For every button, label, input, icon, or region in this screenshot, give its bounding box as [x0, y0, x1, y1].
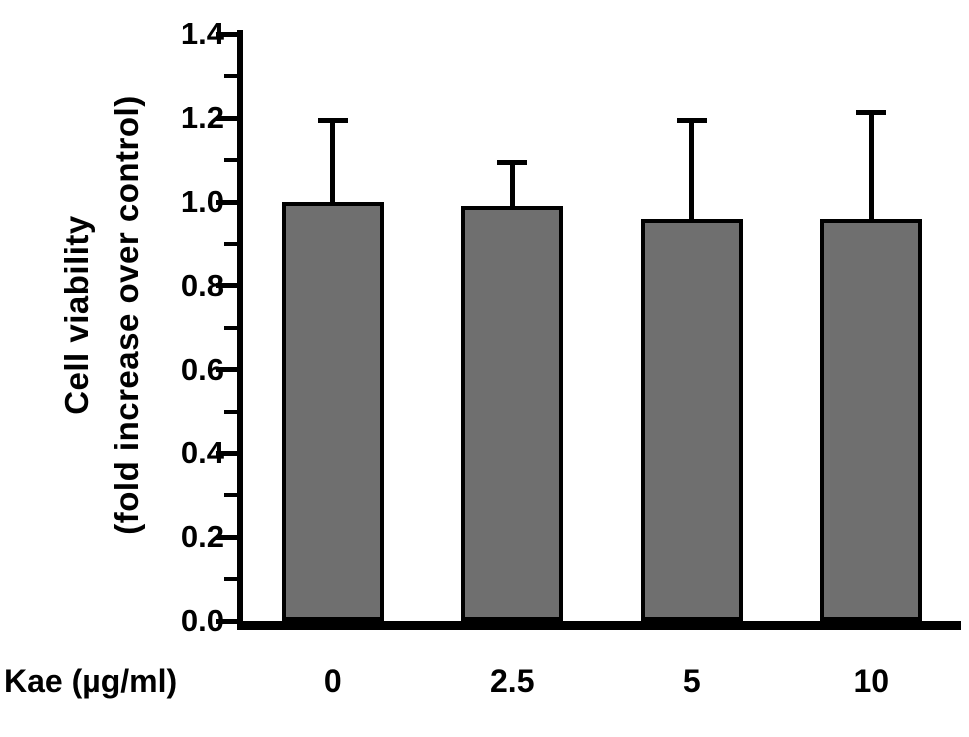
y-major-tick	[216, 31, 237, 37]
y-major-tick	[216, 450, 237, 456]
y-major-tick	[216, 618, 237, 624]
error-bar-cap	[497, 160, 528, 166]
y-major-tick	[216, 199, 237, 205]
y-minor-tick	[224, 74, 237, 79]
bar	[820, 218, 923, 621]
error-bar-cap	[856, 109, 887, 115]
y-minor-tick	[224, 325, 237, 330]
x-axis-title: Kae (µg/ml)	[4, 663, 178, 699]
bar	[281, 202, 384, 621]
y-tick-label: 0.2	[180, 519, 224, 555]
bar	[640, 218, 743, 621]
y-tick-label: 0.0	[180, 603, 224, 638]
y-minor-tick	[224, 409, 237, 414]
y-tick-label: 1.4	[180, 16, 224, 52]
error-bar-line	[868, 109, 874, 221]
y-minor-tick	[224, 493, 237, 498]
y-tick-label: 1.2	[180, 100, 224, 136]
error-bar-line	[509, 160, 515, 209]
y-tick-label: 0.4	[180, 435, 224, 471]
x-tick-label: 0	[323, 663, 342, 699]
plot-area	[216, 30, 961, 630]
error-bar-line	[330, 118, 336, 204]
bar	[461, 206, 564, 621]
y-tick-label: 0.8	[180, 267, 224, 303]
x-tick-label: 5	[682, 663, 701, 699]
x-tick-label: 10	[853, 663, 890, 699]
y-tick-label: 0.6	[180, 351, 224, 387]
y-major-tick	[216, 534, 237, 540]
y-minor-tick	[224, 577, 237, 582]
y-minor-tick	[224, 158, 237, 163]
error-bar-cap	[676, 118, 707, 124]
error-bar-line	[689, 118, 695, 221]
y-minor-tick	[224, 241, 237, 246]
error-bar-cap	[317, 118, 348, 124]
x-tick-label: 2.5	[490, 663, 535, 699]
y-major-tick	[216, 367, 237, 373]
y-major-tick	[216, 283, 237, 289]
y-major-tick	[216, 115, 237, 121]
y-axis-label-line1: Cell viability	[58, 215, 95, 415]
y-tick-label: 1.0	[180, 184, 224, 219]
